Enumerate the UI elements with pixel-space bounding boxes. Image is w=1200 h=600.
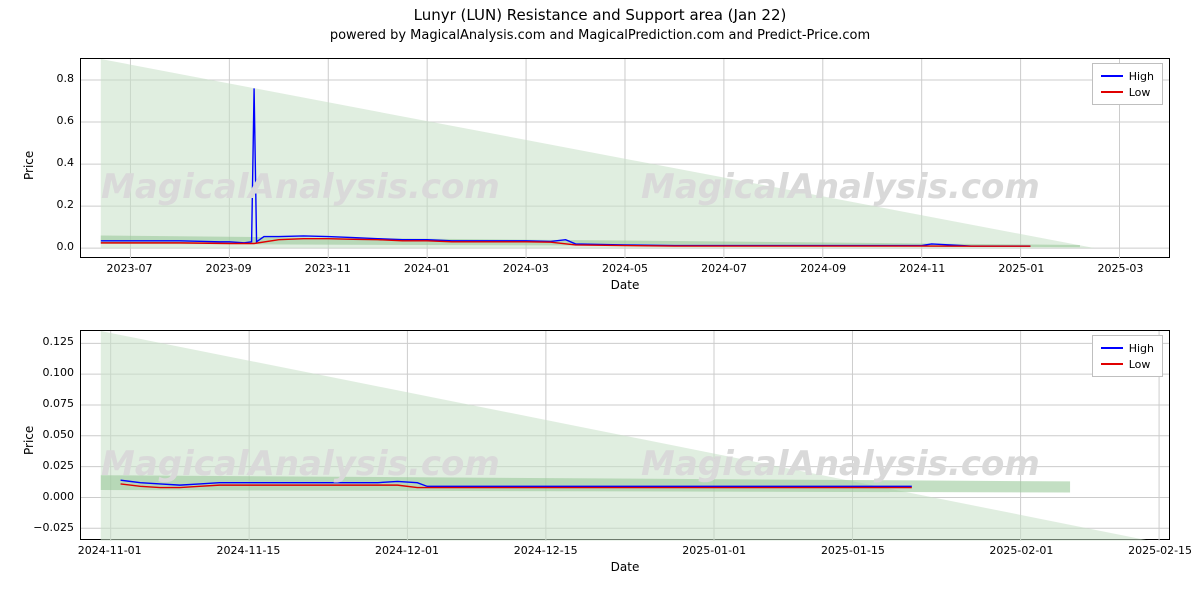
legend-swatch-high [1101, 75, 1123, 77]
legend-label-high: High [1129, 70, 1154, 83]
xtick-label: 2024-11-01 [70, 544, 150, 557]
chart-title: Lunyr (LUN) Resistance and Support area … [0, 6, 1200, 24]
legend-label-low: Low [1129, 86, 1151, 99]
legend-item-high-b: High [1101, 340, 1154, 356]
panel-bottom: MagicalAnalysis.comMagicalAnalysis.com H… [80, 330, 1170, 540]
panel-top: MagicalAnalysis.comMagicalAnalysis.com H… [80, 58, 1170, 258]
ytick-label: 0.6 [14, 114, 74, 127]
ytick-label: −0.025 [14, 521, 74, 534]
xtick-label: 2025-02-01 [981, 544, 1061, 557]
legend-swatch-low-b [1101, 363, 1123, 365]
plot-bottom-svg [81, 331, 1169, 541]
xtick-label: 2024-11 [882, 262, 962, 275]
xtick-label: 2025-01 [981, 262, 1061, 275]
legend-swatch-low [1101, 91, 1123, 93]
chart-subtitle: powered by MagicalAnalysis.com and Magic… [0, 28, 1200, 43]
ytick-label: 0.100 [14, 366, 74, 379]
plot-top-svg [81, 59, 1169, 259]
xtick-label: 2024-11-15 [208, 544, 288, 557]
legend-label-low-b: Low [1129, 358, 1151, 371]
legend-bottom: High Low [1092, 335, 1163, 377]
ytick-label: 0.075 [14, 397, 74, 410]
xtick-label: 2024-07 [684, 262, 764, 275]
xtick-label: 2024-01 [387, 262, 467, 275]
xtick-label: 2025-01-15 [813, 544, 893, 557]
legend-item-high: High [1101, 68, 1154, 84]
ytick-label: 0.8 [14, 72, 74, 85]
xtick-label: 2023-09 [189, 262, 269, 275]
ytick-label: 0.0 [14, 240, 74, 253]
ytick-label: 0.025 [14, 459, 74, 472]
xtick-label: 2024-03 [486, 262, 566, 275]
xlabel-top: Date [80, 278, 1170, 292]
legend-item-low: Low [1101, 84, 1154, 100]
area-top [101, 59, 1095, 248]
ytick-label: 0.125 [14, 335, 74, 348]
xtick-label: 2023-11 [288, 262, 368, 275]
ytick-label: 0.4 [14, 156, 74, 169]
legend-top: High Low [1092, 63, 1163, 105]
ytick-label: 0.2 [14, 198, 74, 211]
legend-item-low-b: Low [1101, 356, 1154, 372]
xtick-label: 2025-02-15 [1120, 544, 1200, 557]
xtick-label: 2024-05 [585, 262, 665, 275]
xtick-label: 2025-01-01 [674, 544, 754, 557]
xtick-label: 2025-03 [1080, 262, 1160, 275]
legend-label-high-b: High [1129, 342, 1154, 355]
xtick-label: 2024-09 [783, 262, 863, 275]
xtick-label: 2023-07 [90, 262, 170, 275]
figure: Lunyr (LUN) Resistance and Support area … [0, 0, 1200, 600]
xtick-label: 2024-12-01 [367, 544, 447, 557]
ytick-label: 0.000 [14, 490, 74, 503]
ytick-label: 0.050 [14, 428, 74, 441]
legend-swatch-high-b [1101, 347, 1123, 349]
xtick-label: 2024-12-15 [506, 544, 586, 557]
xlabel-bottom: Date [80, 560, 1170, 574]
